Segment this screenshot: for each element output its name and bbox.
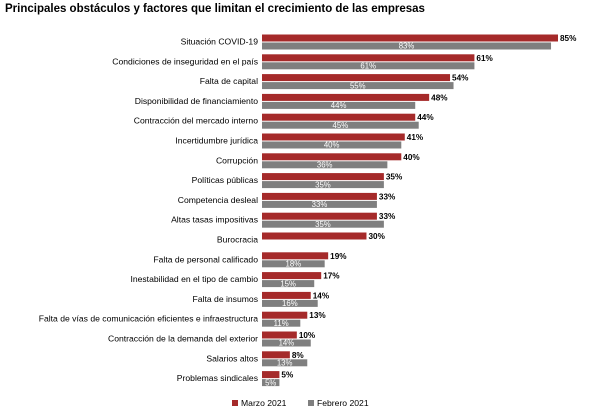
bar-marzo-2021: [262, 113, 416, 121]
data-label-febrero-2021: 44%: [331, 101, 347, 110]
data-label-marzo-2021: 17%: [323, 272, 340, 281]
data-label-marzo-2021: 44%: [417, 113, 434, 122]
bar-marzo-2021: [262, 232, 367, 240]
category-label: Corrupción: [216, 155, 258, 165]
bar-marzo-2021: [262, 133, 405, 141]
bar-marzo-2021: [262, 34, 558, 42]
bar-febrero-2021: [262, 62, 475, 70]
data-label-marzo-2021: 33%: [379, 192, 396, 201]
bar-marzo-2021: [262, 54, 475, 62]
category-label: Altas tasas impositivas: [171, 215, 258, 225]
data-label-marzo-2021: 5%: [281, 371, 294, 380]
category-label: Falta de insumos: [193, 294, 258, 304]
data-label-febrero-2021: 35%: [315, 180, 331, 189]
bar-marzo-2021: [262, 351, 290, 359]
data-label-marzo-2021: 85%: [560, 34, 577, 43]
bar-febrero-2021: [262, 200, 377, 208]
bar-febrero-2021: [262, 82, 454, 90]
data-label-febrero-2021: 33%: [312, 200, 328, 209]
data-label-febrero-2021: 40%: [324, 141, 340, 150]
category-label: Condiciones de inseguridad en el país: [112, 56, 258, 66]
data-label-febrero-2021: 11%: [274, 319, 289, 328]
bar-marzo-2021: [262, 74, 451, 82]
bar-febrero-2021: [262, 141, 402, 149]
bar-febrero-2021: [262, 161, 388, 169]
bar-marzo-2021: [262, 291, 311, 299]
category-label: Competencia desleal: [178, 195, 258, 205]
data-label-marzo-2021: 54%: [452, 74, 469, 83]
data-label-marzo-2021: 19%: [330, 252, 347, 261]
data-label-marzo-2021: 41%: [407, 133, 424, 142]
bar-febrero-2021: [262, 319, 301, 327]
bar-febrero-2021: [262, 299, 318, 307]
category-label: Inestabilidad en el tipo de cambio: [130, 274, 258, 284]
data-label-febrero-2021: 35%: [315, 220, 331, 229]
category-label: Situación COVID-19: [181, 37, 259, 47]
data-label-marzo-2021: 8%: [292, 351, 305, 360]
category-label: Falta de capital: [200, 76, 258, 86]
data-label-marzo-2021: 10%: [299, 331, 316, 340]
bar-marzo-2021: [262, 311, 308, 319]
bar-febrero-2021: [262, 339, 311, 347]
data-label-febrero-2021: 16%: [282, 299, 298, 308]
category-label: Políticas públicas: [192, 175, 258, 185]
category-label: Contracción del mercado interno: [134, 116, 258, 126]
data-label-febrero-2021: 13%: [277, 359, 293, 368]
bar-marzo-2021: [262, 331, 297, 339]
data-label-febrero-2021: 14%: [279, 339, 295, 348]
data-label-marzo-2021: 40%: [403, 153, 420, 162]
chart-title: Principales obstáculos y factores que li…: [5, 3, 425, 15]
data-label-febrero-2021: 36%: [317, 161, 333, 170]
data-label-febrero-2021: 61%: [360, 62, 376, 71]
category-label: Contracción de la demanda del exterior: [108, 334, 258, 344]
data-label-marzo-2021: 30%: [368, 232, 385, 241]
category-label: Disponibilidad de financiamiento: [135, 96, 258, 106]
data-label-febrero-2021: 18%: [286, 260, 302, 269]
data-label-marzo-2021: 14%: [313, 291, 330, 300]
data-label-marzo-2021: 13%: [309, 311, 326, 320]
data-label-marzo-2021: 33%: [379, 212, 396, 221]
data-label-marzo-2021: 48%: [431, 93, 448, 102]
bar-febrero-2021: [262, 42, 552, 50]
data-label-marzo-2021: 61%: [476, 54, 493, 63]
data-label-febrero-2021: 15%: [280, 279, 296, 288]
bar-febrero-2021: [262, 101, 416, 109]
bar-febrero-2021: [262, 260, 325, 268]
data-label-febrero-2021: 5%: [265, 378, 276, 387]
category-label: Problemas sindicales: [177, 373, 258, 383]
data-label-febrero-2021: 45%: [333, 121, 349, 130]
bar-marzo-2021: [262, 272, 322, 280]
bar-marzo-2021: [262, 93, 430, 101]
legend-entry: Febrero 2021: [317, 398, 369, 408]
category-label: Burocracia: [217, 235, 258, 245]
bar-febrero-2021: [262, 220, 384, 228]
bar-marzo-2021: [262, 173, 384, 181]
data-label-febrero-2021: 83%: [399, 42, 415, 51]
category-label: Salarios altos: [206, 353, 258, 363]
data-label-febrero-2021: 55%: [350, 81, 366, 90]
bars-layer: Situación COVID-19 83% 85% Condiciones de i…: [39, 34, 577, 387]
bar-marzo-2021: [262, 153, 402, 161]
category-label: Falta de personal calificado: [153, 254, 258, 264]
bar-marzo-2021: [262, 371, 280, 379]
bar-marzo-2021: [262, 212, 377, 220]
bar-febrero-2021: [262, 280, 315, 288]
bar-febrero-2021: [262, 359, 308, 367]
category-label: Incertidumbre jurídica: [175, 136, 258, 146]
bar-febrero-2021: [262, 181, 384, 189]
bar-febrero-2021: [262, 379, 280, 387]
legend-entry: Marzo 2021: [241, 398, 287, 408]
legend-swatch: [308, 400, 314, 406]
bar-febrero-2021: [262, 121, 419, 129]
data-label-marzo-2021: 35%: [386, 173, 403, 182]
bar-marzo-2021: [262, 252, 329, 260]
bar-marzo-2021: [262, 192, 377, 200]
data-label-febrero-2021: 30%: [306, 240, 322, 249]
legend-swatch: [232, 400, 238, 406]
legend: Marzo 2021 Febrero 2021: [232, 398, 369, 408]
category-label: Falta de vías de comunicación eficientes…: [39, 314, 258, 324]
